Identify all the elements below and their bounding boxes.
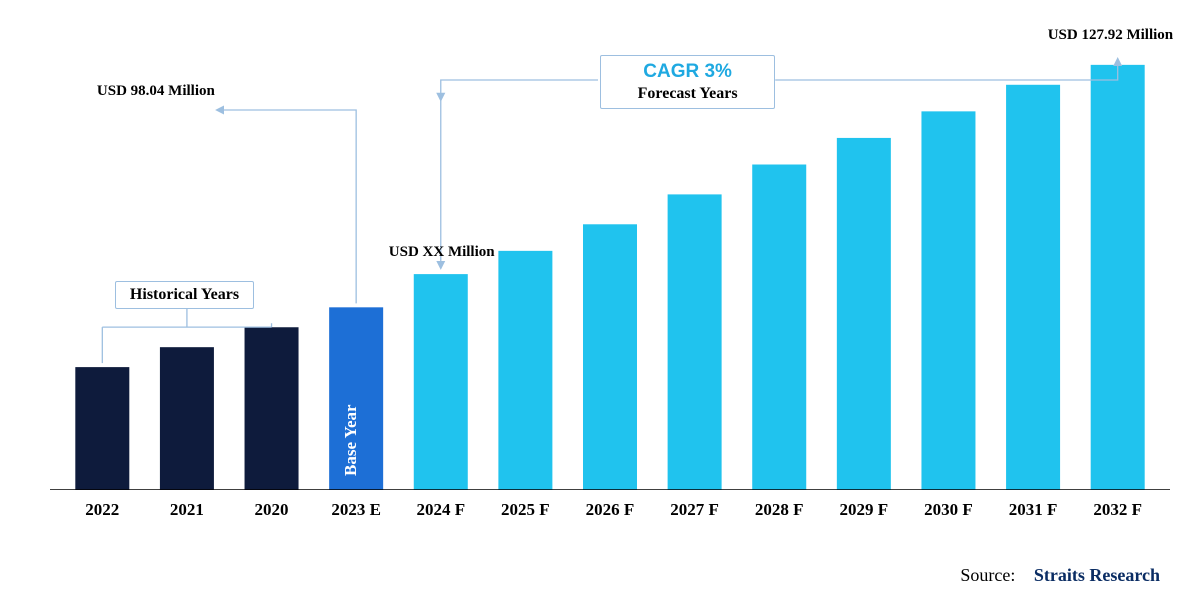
bar-2026f: [583, 224, 637, 490]
source-label: Source:: [960, 565, 1015, 585]
xlabel-2022: 2022: [57, 500, 147, 520]
forecast-years-text: Forecast Years: [615, 85, 760, 103]
bar-2027f: [668, 194, 722, 490]
bar-2021: [160, 347, 214, 490]
bar-2028f: [752, 165, 806, 491]
conn-base-year-value: [217, 110, 356, 303]
xlabel-2031f: 2031 F: [988, 500, 1078, 520]
bar-2022: [75, 367, 129, 490]
bar-2030f: [921, 111, 975, 490]
xlabel-2023e: 2023 E: [311, 500, 401, 520]
base-year-inbar-text: Base Year: [341, 404, 360, 476]
base-year-value-label: USD 98.04 Million: [97, 83, 215, 100]
xlabel-2027f: 2027 F: [650, 500, 740, 520]
last-forecast-value-label: USD 127.92 Million: [1048, 27, 1173, 44]
xlabel-2020: 2020: [227, 500, 317, 520]
xlabel-2030f: 2030 F: [903, 500, 993, 520]
x-axis-labels: 2022202120202023 E2024 F2025 F2026 F2027…: [50, 500, 1170, 540]
bar-2031f: [1006, 85, 1060, 490]
first-forecast-value-label: USD XX Million: [389, 244, 495, 261]
cagr-text: CAGR 3%: [615, 61, 760, 83]
xlabel-2032f: 2032 F: [1073, 500, 1163, 520]
conn-cagr-right: [775, 59, 1117, 80]
historical-years-callout: Historical Years: [115, 281, 254, 309]
cagr-forecast-callout: CAGR 3% Forecast Years: [600, 55, 775, 109]
xlabel-2026f: 2026 F: [565, 500, 655, 520]
xlabel-2024f: 2024 F: [396, 500, 486, 520]
source-attribution: Source: Straits Research: [960, 565, 1160, 586]
bar-2029f: [837, 138, 891, 490]
bar-2025f: [498, 251, 552, 490]
xlabel-2029f: 2029 F: [819, 500, 909, 520]
source-name: Straits Research: [1034, 565, 1160, 585]
bar-2032f: [1091, 65, 1145, 490]
xlabel-2021: 2021: [142, 500, 232, 520]
xlabel-2025f: 2025 F: [480, 500, 570, 520]
bar-2020: [245, 327, 299, 490]
historical-years-text: Historical Years: [130, 286, 239, 303]
conn-cagr-left: [441, 80, 598, 100]
bar-2024f: [414, 274, 468, 490]
xlabel-2028f: 2028 F: [734, 500, 824, 520]
